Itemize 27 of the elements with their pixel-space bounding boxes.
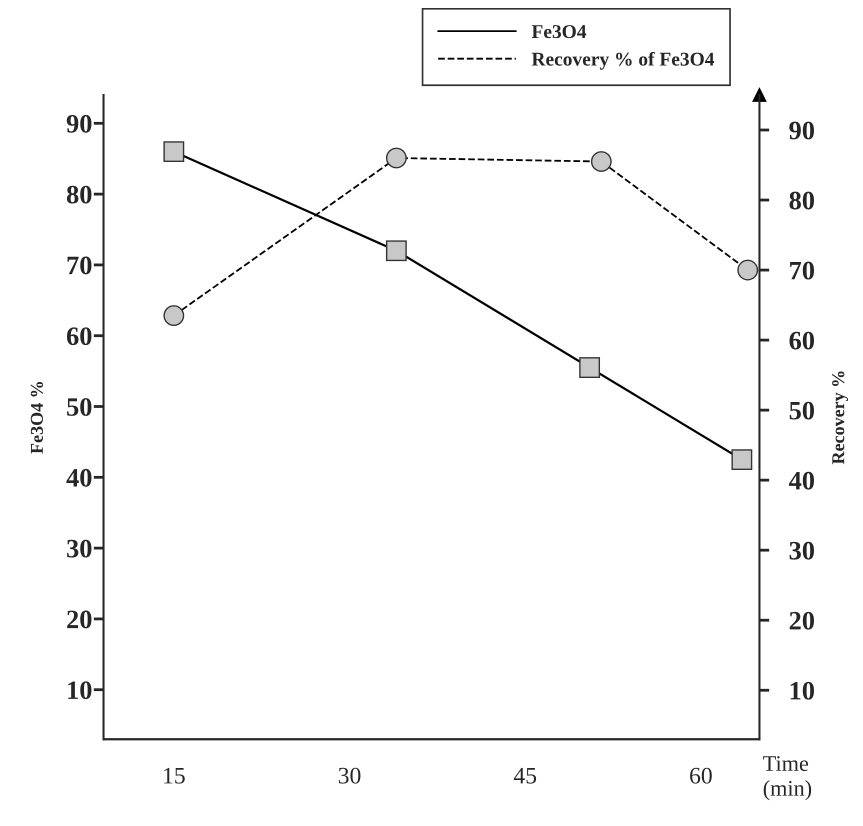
y-tick-label: 50 — [67, 398, 92, 416]
legend-label: Recovery % of Fe3O4 — [532, 52, 714, 70]
x-tick-label: 45 — [514, 768, 536, 784]
y2-tick-label: 10 — [790, 682, 814, 700]
y2-tick-label: 20 — [790, 612, 814, 630]
y2-axis-title: Recovery % — [832, 371, 848, 464]
y2-tick-label: 70 — [790, 262, 814, 280]
y-tick-label: 30 — [67, 540, 92, 558]
y-tick-label: 10 — [68, 681, 92, 700]
x-tick-label: 15 — [164, 768, 185, 784]
y2-tick-label: 50 — [790, 402, 814, 420]
x-tick-label: 30 — [338, 768, 360, 784]
x-tick-label: 60 — [690, 768, 712, 784]
legend-label: Fe3O4 — [532, 25, 586, 38]
y2-tick-label: 40 — [788, 472, 814, 490]
x-axis-title: Time (min) — [763, 756, 812, 800]
y-tick-label: 60 — [66, 327, 92, 346]
y-tick-label: 70 — [68, 256, 92, 274]
y-tick-label: 40 — [66, 468, 92, 487]
y2-tick-label: 60 — [790, 332, 814, 350]
y2-tick-label: 80 — [789, 192, 814, 210]
y-tick-label: 80 — [66, 186, 92, 204]
y2-tick-label: 90 — [789, 122, 814, 140]
y2-tick-label: 30 — [790, 542, 814, 560]
y-axis-title: Fe3O4 % — [30, 382, 44, 454]
y-tick-label: 20 — [67, 610, 92, 628]
y-tick-label: 90 — [66, 114, 92, 133]
